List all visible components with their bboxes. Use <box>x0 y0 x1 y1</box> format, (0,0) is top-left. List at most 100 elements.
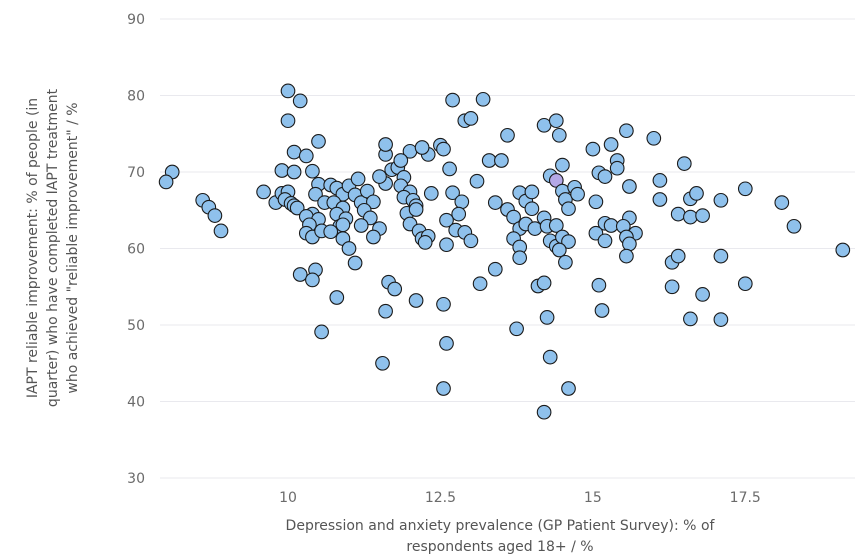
data-point[interactable] <box>423 186 439 201</box>
data-point[interactable] <box>585 141 601 157</box>
data-point[interactable] <box>439 336 454 351</box>
data-point[interactable] <box>378 303 393 319</box>
data-point[interactable] <box>524 184 540 200</box>
data-point[interactable] <box>500 127 515 143</box>
data-point[interactable] <box>542 349 558 365</box>
data-point[interactable] <box>292 267 308 282</box>
data-point[interactable] <box>341 241 357 256</box>
data-point[interactable] <box>463 111 479 126</box>
data-point[interactable] <box>683 209 698 225</box>
data-point[interactable] <box>445 185 460 201</box>
data-point[interactable] <box>323 224 339 240</box>
data-point[interactable] <box>619 248 634 264</box>
data-point[interactable] <box>314 324 329 340</box>
data-point[interactable] <box>670 248 686 264</box>
data-point[interactable] <box>603 137 619 152</box>
data-point[interactable] <box>774 195 790 210</box>
data-point[interactable] <box>414 140 430 155</box>
data-point[interactable] <box>213 223 229 239</box>
data-point[interactable] <box>619 123 634 139</box>
data-point[interactable] <box>280 113 296 129</box>
data-point[interactable] <box>329 290 345 305</box>
data-point[interactable] <box>350 171 366 187</box>
data-point[interactable] <box>570 186 585 202</box>
data-point[interactable] <box>454 194 470 210</box>
data-point[interactable] <box>289 200 305 216</box>
data-point[interactable] <box>689 186 704 201</box>
data-point[interactable] <box>451 206 467 222</box>
data-point[interactable] <box>408 293 424 308</box>
data-point[interactable] <box>594 303 610 318</box>
data-point[interactable] <box>347 255 363 271</box>
data-point[interactable] <box>597 233 613 249</box>
data-point[interactable] <box>494 153 509 168</box>
data-point[interactable] <box>366 194 381 210</box>
data-point[interactable] <box>588 194 604 210</box>
data-point[interactable] <box>551 242 567 258</box>
data-point[interactable] <box>308 186 323 202</box>
data-point[interactable] <box>713 248 729 264</box>
data-point[interactable] <box>274 163 290 178</box>
data-point[interactable] <box>664 279 680 295</box>
data-point[interactable] <box>609 160 625 176</box>
data-point[interactable] <box>622 179 637 194</box>
data-point[interactable] <box>835 242 851 258</box>
data-point[interactable] <box>713 192 729 208</box>
data-point[interactable] <box>487 261 503 277</box>
data-point[interactable] <box>436 381 451 396</box>
data-point[interactable] <box>548 218 564 233</box>
data-point[interactable] <box>603 218 619 233</box>
data-point[interactable] <box>646 130 662 146</box>
data-point[interactable] <box>292 93 308 109</box>
data-point[interactable] <box>481 153 497 168</box>
data-point[interactable] <box>536 117 552 133</box>
data-point[interactable] <box>436 296 451 312</box>
data-point[interactable] <box>713 312 729 327</box>
data-point[interactable] <box>387 281 403 297</box>
data-point[interactable] <box>506 209 521 225</box>
data-point[interactable] <box>652 173 668 188</box>
data-point[interactable] <box>558 254 573 270</box>
data-point[interactable] <box>548 113 564 129</box>
data-point[interactable] <box>463 233 479 249</box>
data-point[interactable] <box>695 208 710 223</box>
data-point[interactable] <box>378 137 393 152</box>
data-point[interactable] <box>305 272 320 288</box>
data-point[interactable] <box>439 237 454 253</box>
data-point[interactable] <box>786 218 802 234</box>
data-point[interactable] <box>487 195 503 210</box>
data-point[interactable] <box>280 83 296 99</box>
data-point[interactable] <box>408 202 424 217</box>
data-point[interactable] <box>436 141 451 157</box>
data-point[interactable] <box>353 218 369 233</box>
data-point[interactable] <box>158 174 174 190</box>
data-point[interactable] <box>372 169 387 184</box>
data-point[interactable] <box>539 310 555 325</box>
data-point[interactable] <box>475 91 491 107</box>
data-point[interactable] <box>286 164 302 180</box>
data-point[interactable] <box>561 381 576 396</box>
data-point[interactable] <box>445 92 460 108</box>
data-point[interactable] <box>670 206 686 222</box>
data-point[interactable] <box>652 192 668 207</box>
data-point[interactable] <box>676 156 692 171</box>
data-point[interactable] <box>417 235 433 250</box>
data-point[interactable] <box>536 275 552 291</box>
data-point[interactable] <box>597 169 613 184</box>
data-point[interactable] <box>207 208 223 223</box>
data-point[interactable] <box>683 311 698 327</box>
data-point[interactable] <box>737 276 753 292</box>
data-point[interactable] <box>555 157 570 173</box>
data-point[interactable] <box>512 250 528 266</box>
data-point[interactable] <box>439 212 454 228</box>
data-point[interactable] <box>551 127 567 143</box>
data-point[interactable] <box>298 148 314 164</box>
data-point[interactable] <box>256 184 271 200</box>
data-point[interactable] <box>442 161 457 177</box>
data-point[interactable] <box>591 277 607 293</box>
data-point[interactable] <box>286 144 302 160</box>
data-point[interactable] <box>737 181 753 197</box>
data-point[interactable] <box>311 134 326 149</box>
data-point[interactable] <box>366 229 381 245</box>
data-point[interactable] <box>509 321 524 337</box>
